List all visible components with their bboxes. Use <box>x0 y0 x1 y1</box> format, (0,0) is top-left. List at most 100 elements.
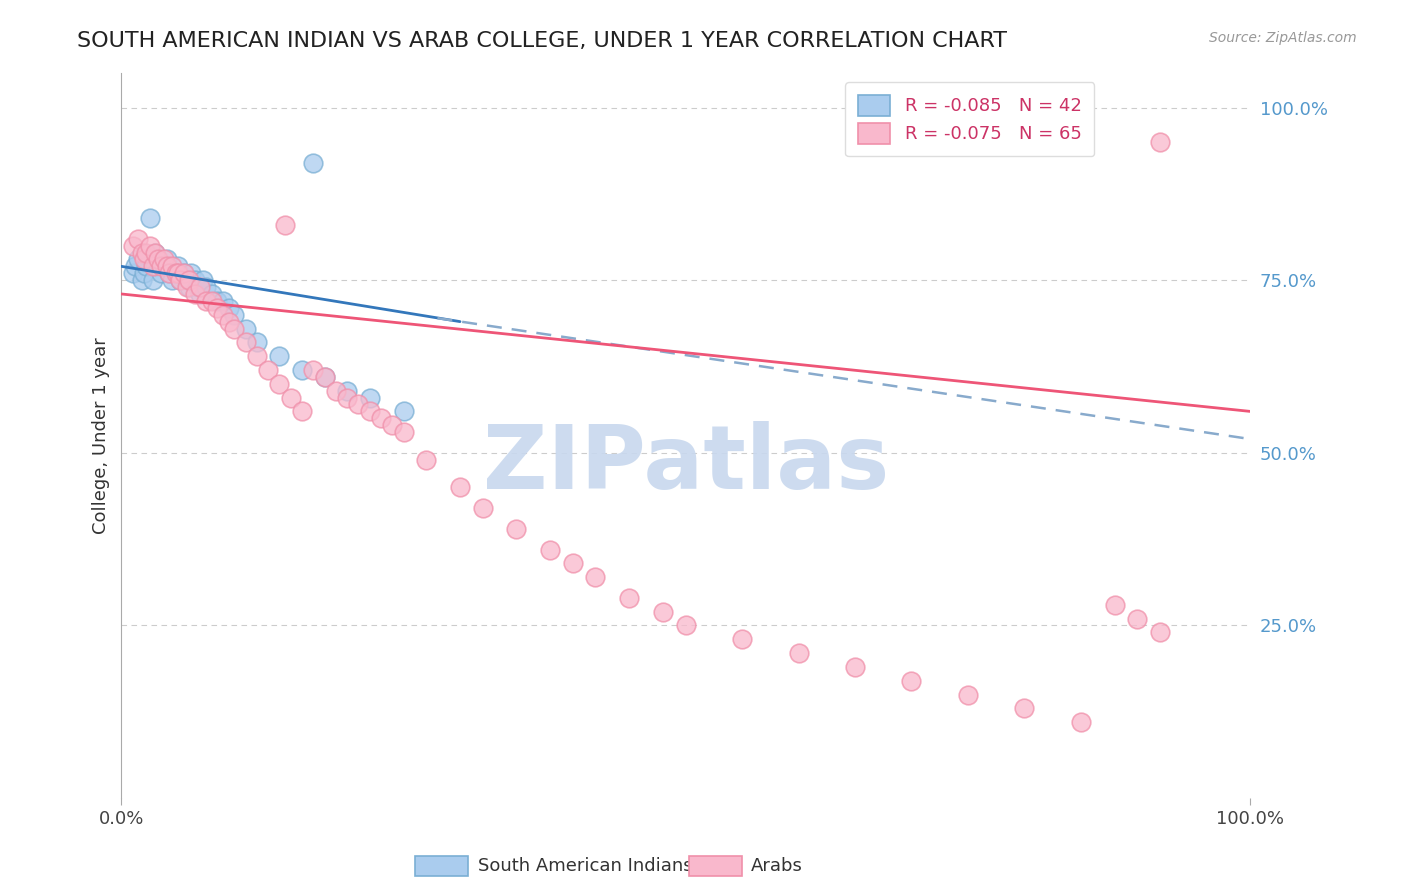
Point <box>561 557 583 571</box>
Point <box>124 260 146 274</box>
Point <box>370 411 392 425</box>
Point <box>1149 135 1171 149</box>
Point <box>138 238 160 252</box>
Point <box>392 404 415 418</box>
Point <box>291 363 314 377</box>
Point <box>336 384 359 398</box>
Point <box>224 321 246 335</box>
Point <box>381 418 404 433</box>
Point <box>212 293 235 308</box>
Point <box>449 480 471 494</box>
Point <box>731 632 754 647</box>
Point <box>160 260 183 274</box>
Point <box>191 273 214 287</box>
Point <box>269 376 291 391</box>
Point <box>135 260 157 274</box>
Point <box>167 266 190 280</box>
Point <box>176 273 198 287</box>
Point <box>131 245 153 260</box>
Point <box>314 369 336 384</box>
Point <box>1014 701 1036 715</box>
Point <box>167 260 190 274</box>
Point <box>900 673 922 688</box>
Point <box>127 252 149 267</box>
Point <box>1126 611 1149 625</box>
Point <box>131 273 153 287</box>
Point <box>291 404 314 418</box>
Point <box>127 232 149 246</box>
Point <box>505 522 527 536</box>
Point <box>121 266 143 280</box>
Text: ZIPatlas: ZIPatlas <box>482 421 889 508</box>
Point <box>155 260 177 274</box>
Text: South American Indians: South American Indians <box>478 857 693 875</box>
Point <box>153 260 176 274</box>
Point <box>246 349 269 363</box>
Point <box>844 660 866 674</box>
Point <box>224 308 246 322</box>
Point <box>153 252 176 267</box>
Point <box>269 349 291 363</box>
Point <box>302 363 325 377</box>
Point <box>347 397 370 411</box>
Point <box>179 273 201 287</box>
Point <box>169 273 191 287</box>
Point <box>274 218 297 232</box>
Point <box>142 273 165 287</box>
Point <box>157 266 180 280</box>
Point <box>179 280 201 294</box>
Point <box>235 321 257 335</box>
Point <box>184 287 207 301</box>
Point <box>1104 598 1126 612</box>
Point <box>415 452 437 467</box>
Point <box>138 211 160 225</box>
Point <box>190 280 212 294</box>
Point <box>336 391 359 405</box>
Point <box>157 266 180 280</box>
Point <box>165 266 187 280</box>
Point <box>195 293 218 308</box>
Point <box>195 280 218 294</box>
Point <box>184 273 207 287</box>
Point <box>314 369 336 384</box>
Point <box>146 252 169 267</box>
Point <box>167 266 190 280</box>
Point <box>149 260 172 274</box>
Point <box>359 391 381 405</box>
Point <box>246 335 269 350</box>
Point <box>143 245 166 260</box>
Point <box>619 591 641 605</box>
Point <box>302 155 325 169</box>
Point <box>132 266 155 280</box>
Point <box>132 252 155 267</box>
Point <box>956 688 979 702</box>
Point <box>149 266 172 280</box>
Point <box>392 425 415 439</box>
Point <box>359 404 381 418</box>
Point <box>787 646 810 660</box>
Point <box>135 245 157 260</box>
Point <box>155 252 177 267</box>
Point <box>121 238 143 252</box>
Point <box>257 363 280 377</box>
Point <box>169 273 191 287</box>
Point <box>173 266 195 280</box>
Point <box>652 605 675 619</box>
Point <box>173 266 195 280</box>
Point <box>235 335 257 350</box>
Point <box>207 293 229 308</box>
Point <box>471 501 494 516</box>
Point <box>180 266 202 280</box>
Text: Arabs: Arabs <box>751 857 803 875</box>
Point <box>325 384 347 398</box>
Point <box>165 266 187 280</box>
Point <box>187 280 209 294</box>
Legend: R = -0.085   N = 42, R = -0.075   N = 65: R = -0.085 N = 42, R = -0.075 N = 65 <box>845 82 1094 156</box>
Point <box>218 315 240 329</box>
Point <box>675 618 697 632</box>
Point <box>201 287 224 301</box>
Point <box>1070 715 1092 730</box>
Point <box>160 273 183 287</box>
Point <box>201 293 224 308</box>
Point <box>143 245 166 260</box>
